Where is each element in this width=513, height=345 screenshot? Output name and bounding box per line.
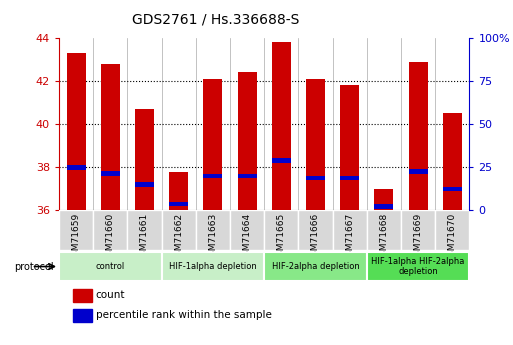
Bar [340,176,359,180]
Bar [169,201,188,206]
Bar [238,174,256,178]
Bar [264,210,299,250]
Text: GSM71663: GSM71663 [208,213,218,262]
Bar [162,252,264,281]
Bar [409,62,427,210]
Bar [101,171,120,176]
Bar [135,182,154,187]
Bar [204,174,222,178]
Bar [409,169,427,174]
Bar [238,72,256,210]
Bar [59,252,162,281]
Bar [332,210,367,250]
Bar [101,64,120,210]
Text: HIF-1alpha depletion: HIF-1alpha depletion [169,262,257,271]
Bar [306,176,325,180]
Bar [299,210,332,250]
Bar [272,42,291,210]
Bar [367,210,401,250]
Bar [67,53,86,210]
Bar [264,252,367,281]
Bar [374,189,393,210]
Bar [435,210,469,250]
Bar [196,210,230,250]
Text: GSM71661: GSM71661 [140,213,149,262]
Text: GSM71662: GSM71662 [174,213,183,262]
Bar [127,210,162,250]
Text: HIF-2alpha depletion: HIF-2alpha depletion [271,262,360,271]
Bar [93,210,127,250]
Text: GSM71665: GSM71665 [277,213,286,262]
Text: GSM71664: GSM71664 [243,213,251,262]
Text: GDS2761 / Hs.336688-S: GDS2761 / Hs.336688-S [132,12,299,26]
Text: control: control [95,262,125,271]
Bar [67,165,86,170]
Bar [443,114,462,210]
Text: count: count [95,290,125,300]
Bar [367,252,469,281]
Bar [401,210,435,250]
Text: GSM71659: GSM71659 [72,213,81,262]
Text: HIF-1alpha HIF-2alpha
depletion: HIF-1alpha HIF-2alpha depletion [371,257,465,276]
Bar [59,210,93,250]
Text: GSM71660: GSM71660 [106,213,115,262]
Text: percentile rank within the sample: percentile rank within the sample [95,310,271,320]
Bar [230,210,264,250]
Bar [204,79,222,210]
Bar [73,289,92,302]
Text: protocol: protocol [14,262,54,272]
Bar [169,172,188,210]
Bar [272,158,291,163]
Bar [374,204,393,208]
Bar [73,309,92,322]
Text: GSM71668: GSM71668 [380,213,388,262]
Bar [306,79,325,210]
Text: GSM71669: GSM71669 [413,213,423,262]
Text: GSM71670: GSM71670 [448,213,457,262]
Text: GSM71666: GSM71666 [311,213,320,262]
Bar [340,86,359,210]
Bar [443,187,462,191]
Bar [135,109,154,210]
Text: GSM71667: GSM71667 [345,213,354,262]
Bar [162,210,196,250]
